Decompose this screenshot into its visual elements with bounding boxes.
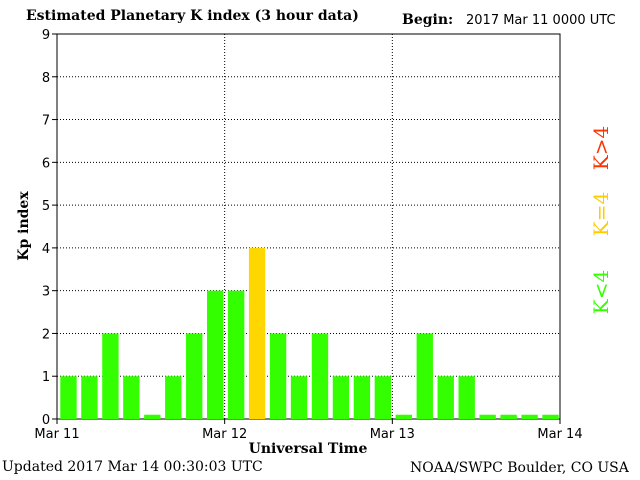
legend-item: K<4 — [589, 270, 613, 314]
kp-bar — [374, 376, 392, 419]
credit-text: NOAA/SWPC Boulder, CO USA — [410, 460, 629, 476]
y-tick-label: 7 — [42, 114, 50, 129]
kp-bar — [479, 414, 496, 419]
kp-bar — [521, 414, 538, 419]
kp-bar — [458, 376, 475, 419]
kp-bar — [102, 333, 119, 419]
x-tick-label: Mar 11 — [34, 427, 79, 442]
legend-item: K>4 — [589, 126, 613, 170]
x-tick-label: Mar 12 — [202, 427, 247, 442]
legend-item: K=4 — [589, 192, 613, 236]
y-tick-label: 3 — [42, 285, 50, 300]
kp-bar — [311, 333, 329, 419]
kp-bar — [332, 376, 350, 419]
kp-bar — [269, 333, 287, 419]
begin-value: 2017 Mar 11 0000 UTC — [466, 13, 616, 28]
y-tick-label: 4 — [42, 242, 50, 257]
kp-bar — [500, 414, 517, 419]
kp-bar — [353, 376, 371, 419]
y-tick-label: 9 — [42, 28, 50, 43]
y-tick-label: 1 — [42, 370, 50, 385]
kp-bar — [144, 414, 161, 419]
kp-bar — [60, 376, 77, 419]
chart-title: Estimated Planetary K index (3 hour data… — [26, 8, 359, 24]
y-tick-label: 5 — [42, 199, 50, 214]
updated-timestamp: Updated 2017 Mar 14 00:30:03 UTC — [2, 459, 263, 475]
kp-bar — [186, 333, 203, 419]
x-tick-label: Mar 13 — [370, 427, 415, 442]
x-axis-title: Universal Time — [249, 441, 368, 457]
kp-bar — [227, 290, 245, 419]
y-tick-label: 0 — [42, 413, 50, 428]
kp-bar — [416, 333, 433, 419]
kp-bar — [437, 376, 454, 419]
y-tick-label: 2 — [42, 327, 50, 342]
x-tick-label: Mar 14 — [537, 427, 582, 442]
kp-bar — [165, 376, 182, 419]
kp-bar — [395, 414, 412, 419]
begin-label: Begin: — [402, 12, 454, 28]
y-tick-label: 8 — [42, 71, 50, 86]
kp-bar — [207, 290, 224, 419]
y-tick-label: 6 — [42, 156, 50, 171]
plot-frame — [56, 33, 561, 420]
kp-bar — [123, 376, 140, 419]
kp-bar — [290, 376, 308, 419]
kp-bar — [81, 376, 98, 419]
kp-bar — [542, 414, 559, 419]
y-axis-title: Kp index — [16, 191, 32, 261]
kp-bar — [248, 247, 266, 419]
